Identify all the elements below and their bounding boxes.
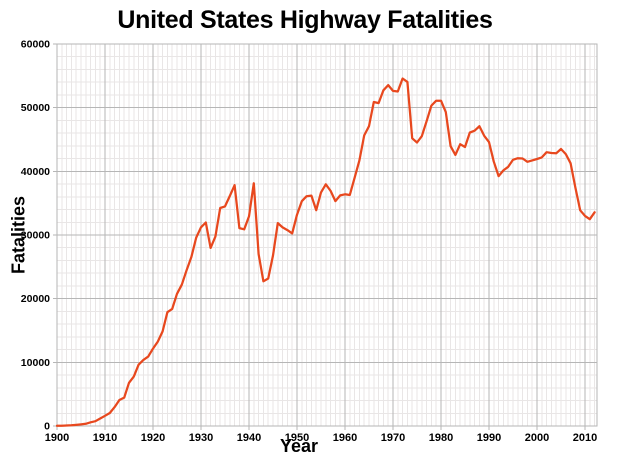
y-tick-label: 20000 xyxy=(21,293,50,305)
x-tick-label: 1930 xyxy=(189,432,213,444)
x-tick-label: 1990 xyxy=(477,432,501,444)
y-tick-label: 50000 xyxy=(21,102,50,114)
y-tick-labels: 0 10000 20000 30000 40000 50000 60000 xyxy=(21,39,50,433)
x-tick-label: 1940 xyxy=(237,432,261,444)
x-tick-labels: 1900 1910 1920 1930 1940 1950 1960 1970 1980 1990… xyxy=(45,432,597,444)
plot-border xyxy=(56,43,598,427)
data-line-highway-fatalities xyxy=(55,77,596,427)
y-tick-label: 40000 xyxy=(21,166,50,178)
chart-title: United States Highway Fatalities xyxy=(117,6,493,34)
x-tick-label: 2000 xyxy=(525,432,549,444)
x-tick-label: 1980 xyxy=(429,432,453,444)
x-tick-label: 1950 xyxy=(285,432,309,444)
x-tick-label: 1910 xyxy=(93,432,117,444)
y-tick-label: 0 xyxy=(44,421,50,433)
x-tick-label: 2010 xyxy=(573,432,597,444)
x-axis-title: Year xyxy=(279,436,319,456)
x-tick-label: 1970 xyxy=(381,432,405,444)
y-tick-label: 10000 xyxy=(21,357,50,369)
y-tick-label: 30000 xyxy=(21,230,50,242)
x-tick-label: 1920 xyxy=(141,432,165,444)
x-tick-label: 1960 xyxy=(333,432,357,444)
y-tick-label: 60000 xyxy=(21,39,50,51)
x-tick-label: 1900 xyxy=(45,432,69,444)
